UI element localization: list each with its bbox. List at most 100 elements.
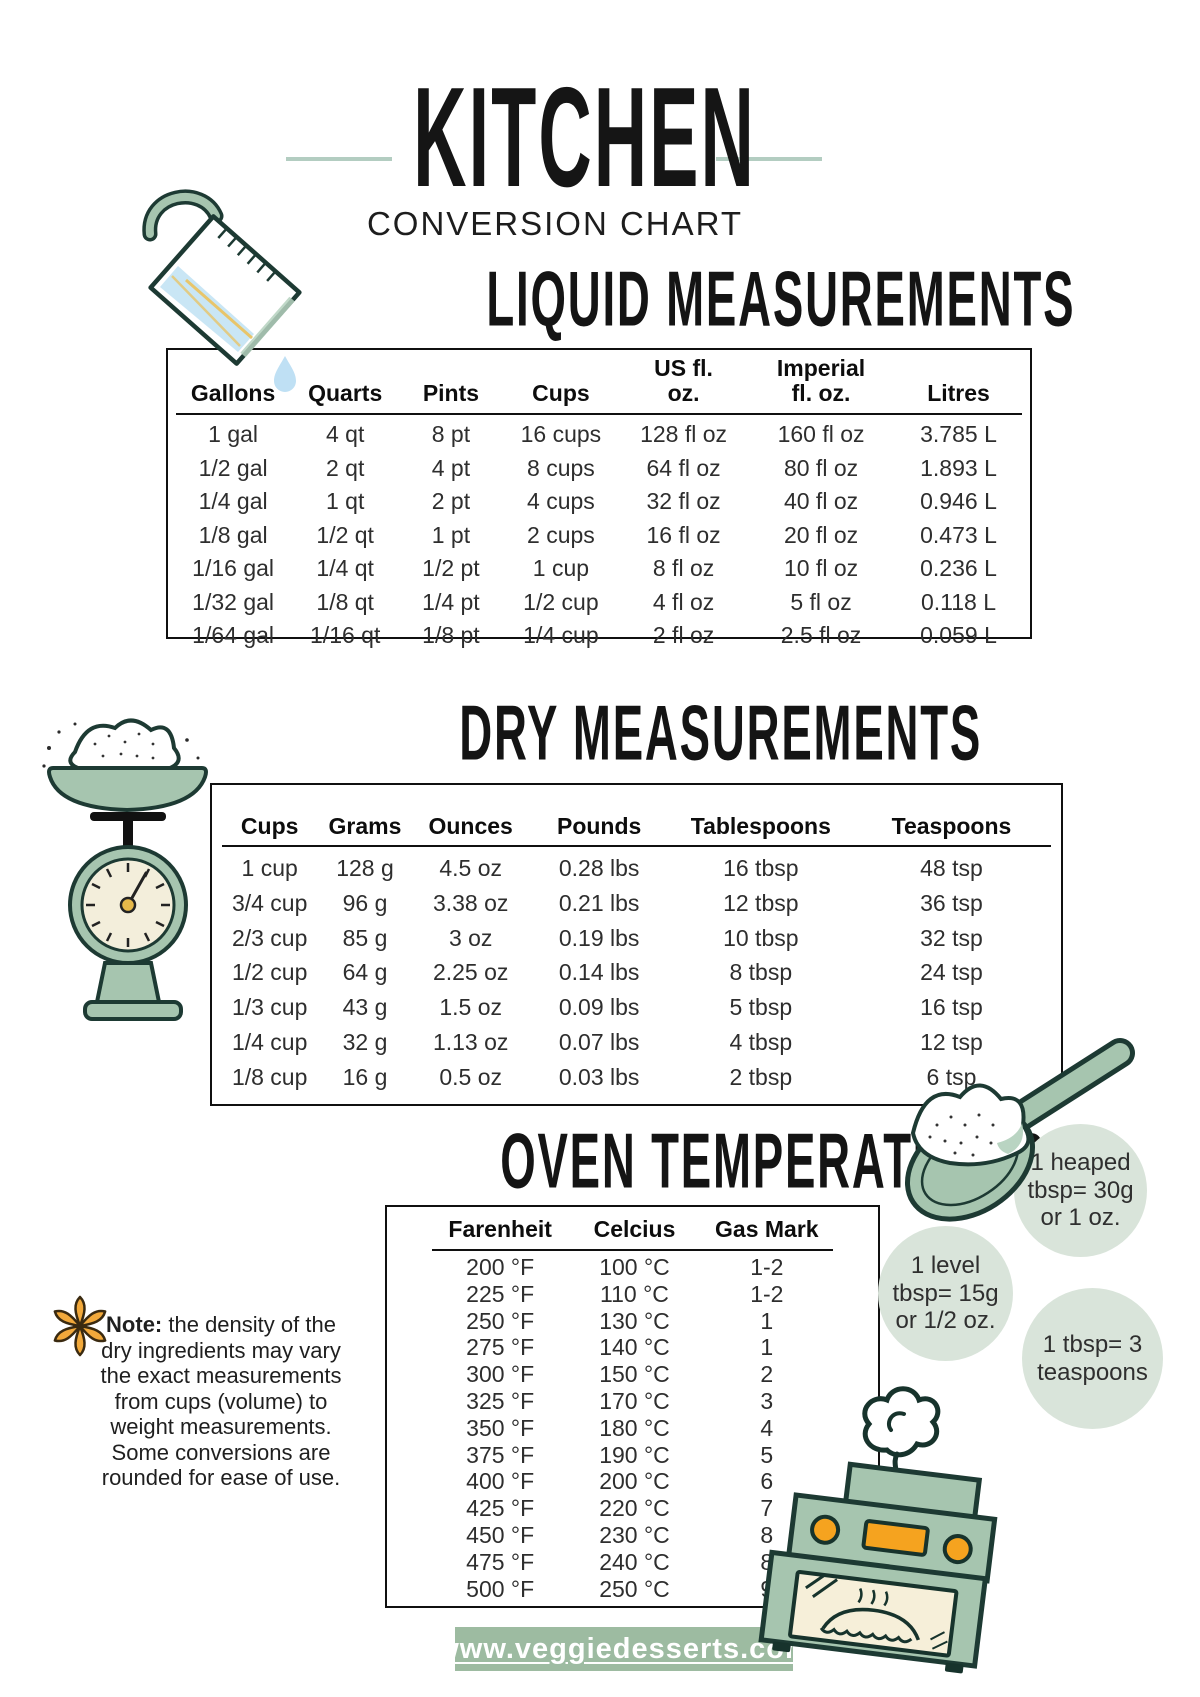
liquid-section-heading: LIQUID MEASUREMENTS [486, 256, 1076, 343]
table-cell: 1/16 gal [192, 555, 275, 581]
table-cell: 0.28 lbs [558, 855, 640, 881]
table-cell: 32 g [342, 1028, 388, 1055]
column-header-imperial-fl-oz: Imperial fl. oz. [776, 355, 866, 406]
table-cell: 1/2 gal [198, 454, 268, 481]
table-cell: 6 tsp [926, 1063, 977, 1090]
table-cell: 24 tsp [920, 959, 983, 986]
table-row: 1/16 gal 1/4 qt 1/2 pt 1 cup 8 fl oz 10 fl oz… [176, 552, 1022, 586]
column-header-teaspoons: Teaspoons [891, 813, 1012, 839]
table-cell: 250 °C [599, 1575, 670, 1602]
page-title: KITCHEN [255, 67, 855, 209]
oven-section-heading: OVEN TEMPERATURES [500, 1118, 1047, 1205]
table-row: 250 °F 130 °C 1 [432, 1308, 833, 1335]
table-row: 1 cup 128 g 4.5 oz 0.28 lbs 16 tbsp 48 tsp [222, 851, 1051, 886]
table-row: 1/64 gal 1/16 qt 1/8 pt 1/4 cup 2 fl oz 2.5 f… [176, 619, 1022, 653]
table-cell: 64 fl oz [646, 454, 721, 481]
table-cell: 16 cups [520, 421, 602, 447]
table-cell: 16 tbsp [723, 855, 799, 881]
page-subtitle: CONVERSION CHART [366, 205, 744, 242]
kitchen-scale-icon [42, 718, 208, 1021]
table-cell: 5 fl oz [790, 588, 852, 615]
table-row: 350 °F 180 °C 4 [432, 1415, 833, 1442]
table-cell: 8 tbsp [729, 959, 793, 986]
table-cell: 1/2 pt [422, 555, 480, 581]
column-header-us-fl-oz: US fl. oz. [654, 355, 713, 406]
table-cell: 128 g [336, 855, 394, 881]
table-cell: 2 [760, 1361, 774, 1388]
table-cell: 100 °C [599, 1254, 670, 1280]
column-header-quarts: Quarts [308, 380, 383, 406]
table-cell: 5 [760, 1441, 774, 1468]
website-banner[interactable]: www.veggiedesserts.com [436, 1627, 811, 1671]
table-cell: 0.07 lbs [558, 1028, 640, 1055]
column-header-farenheit: Farenheit [448, 1216, 552, 1242]
table-cell: 375 °F [466, 1441, 535, 1468]
liquid-measurements-table: Gallons Quarts Pints Cups US fl. oz. Imp… [166, 348, 1032, 648]
table-cell: 5 tbsp [729, 994, 793, 1021]
table-cell: 3.785 L [920, 421, 997, 447]
table-cell: 150 °C [599, 1361, 670, 1388]
oven-table-body: 200 °F 100 °C 1-2 225 °F 110 °C 1-2 250 °F 130 … [432, 1251, 833, 1602]
table-cell: 8 [760, 1521, 774, 1548]
table-cell: 3.38 oz [432, 889, 509, 916]
table-cell: 16 tsp [920, 994, 983, 1021]
table-cell: 1 cup [532, 555, 590, 581]
table-cell: 1/32 gal [192, 588, 275, 615]
table-row: 200 °F 100 °C 1-2 [432, 1254, 833, 1281]
table-cell: 180 °C [599, 1414, 670, 1441]
table-cell: 130 °C [599, 1307, 670, 1334]
table-cell: 32 tsp [920, 924, 983, 951]
table-cell: 1/2 qt [316, 521, 374, 548]
table-cell: 500 °F [466, 1575, 535, 1602]
website-link[interactable]: www.veggiedesserts.com [436, 1632, 812, 1665]
column-header-gas-mark: Gas Mark [715, 1216, 819, 1242]
callout-level-tbsp: 1 level tbsp= 15g or 1/2 oz. [878, 1226, 1013, 1361]
title-decoration-line-right [716, 157, 822, 161]
table-cell: 1-2 [750, 1254, 784, 1280]
table-cell: 1/64 gal [192, 622, 275, 648]
table-cell: 1 [760, 1307, 774, 1334]
table-row: 1/8 cup 16 g 0.5 oz 0.03 lbs 2 tbsp 6 tsp [222, 1060, 1051, 1095]
table-cell: 400 °F [466, 1468, 535, 1495]
table-row: 425 °F 220 °C 7 [432, 1495, 833, 1522]
table-cell: 2 fl oz [652, 622, 715, 648]
table-cell: 1/8 qt [316, 588, 374, 615]
table-cell: 1 [760, 1334, 774, 1361]
oven-table-header-row: Farenheit Celcius Gas Mark [432, 1207, 833, 1251]
table-cell: 0.473 L [920, 521, 997, 548]
table-cell: 7 [760, 1495, 774, 1522]
table-row: 1/32 gal 1/8 qt 1/4 pt 1/2 cup 4 fl oz 5 fl o… [176, 586, 1022, 620]
table-cell: 110 °C [600, 1280, 669, 1307]
table-cell: 0.19 lbs [558, 924, 640, 951]
table-cell: 4.5 oz [439, 855, 502, 881]
table-cell: 2 qt [326, 454, 365, 481]
table-cell: 48 tsp [920, 855, 983, 881]
table-cell: 0.14 lbs [558, 959, 640, 986]
table-cell: 32 fl oz [646, 488, 721, 514]
table-cell: 0.946 L [920, 488, 997, 514]
table-cell: 1/4 pt [422, 588, 480, 615]
column-header-grams: Grams [328, 813, 402, 839]
table-cell: 0.059 L [920, 622, 997, 648]
note-text: the density of the dry ingredients may v… [100, 1312, 342, 1490]
dry-measurements-table: Cups Grams Ounces Pounds Tablespoons Tea… [210, 783, 1063, 1106]
table-cell: 1.893 L [920, 454, 997, 481]
table-cell: 1/4 cup [523, 622, 599, 648]
table-row: 1/2 gal 2 qt 4 pt 8 cups 64 fl oz 80 fl oz 1.8… [176, 452, 1022, 486]
table-cell: 0.21 lbs [558, 889, 640, 916]
column-header-gallons: Gallons [190, 380, 276, 406]
table-cell: 80 fl oz [783, 454, 859, 481]
table-cell: 1/4 gal [198, 488, 268, 514]
table-row: 325 °F 170 °C 3 [432, 1388, 833, 1415]
table-cell: 1/8 gal [198, 521, 268, 548]
table-cell: 240 °C [599, 1548, 670, 1575]
table-cell: 200 °F [466, 1254, 535, 1280]
table-cell: 1/16 qt [310, 622, 381, 648]
table-cell: 300 °F [466, 1361, 535, 1388]
callout-tbsp-teaspoons: 1 tbsp= 3 teaspoons [1022, 1288, 1163, 1429]
table-cell: 1/4 cup [231, 1028, 308, 1055]
table-cell: 4 fl oz [652, 588, 715, 615]
table-cell: 16 g [342, 1063, 388, 1090]
table-cell: 16 fl oz [646, 521, 721, 548]
